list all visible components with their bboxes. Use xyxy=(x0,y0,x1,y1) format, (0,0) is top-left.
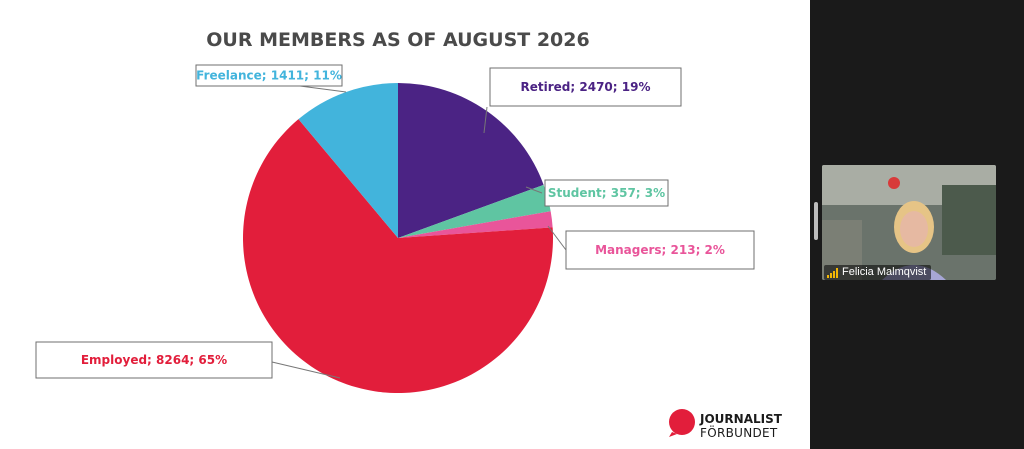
callout-leader-managers xyxy=(547,225,567,251)
logo-line-1: JOURNALIST xyxy=(700,412,782,426)
chart-title: OUR MEMBERS AS OF AUGUST 2026 xyxy=(206,29,589,51)
callout-box-student xyxy=(544,179,669,207)
data-label-freelance: Freelance; 1411; 11% xyxy=(196,69,342,83)
pie-slice-freelance xyxy=(298,83,398,238)
logo-wordmark: JOURNALIST FÖRBUNDET xyxy=(700,412,782,440)
participant-video-tile[interactable] xyxy=(822,165,996,280)
pie-chart: OUR MEMBERS AS OF AUGUST 2026 Retired; 2… xyxy=(35,29,755,393)
pie-slice-retired xyxy=(398,83,544,238)
presentation-slide: OUR MEMBERS AS OF AUGUST 2026 Retired; 2… xyxy=(0,0,810,449)
pie-slice-employed xyxy=(243,119,554,393)
participant-name: Felicia Malmqvist xyxy=(842,266,927,278)
callout-box-managers xyxy=(565,230,755,270)
callout-box-retired xyxy=(489,67,682,107)
callout-box-freelance xyxy=(195,64,343,87)
data-label-retired: Retired; 2470; 19% xyxy=(521,80,651,94)
participant-video-feed xyxy=(822,165,996,280)
journalistforbundet-logo-icon xyxy=(669,409,695,437)
participant-name-tag: Felicia Malmqvist xyxy=(824,265,932,280)
callout-leader-retired xyxy=(483,106,488,134)
sidebar-resize-handle[interactable] xyxy=(814,202,818,240)
callout-leader-student xyxy=(525,186,543,194)
callout-leader-employed xyxy=(271,361,341,379)
logo-line-2: FÖRBUNDET xyxy=(700,426,778,440)
signal-bars-icon xyxy=(827,267,838,278)
callout-leader-freelance xyxy=(299,85,347,93)
pie-slice-managers xyxy=(398,211,553,238)
data-label-student: Student; 357; 3% xyxy=(548,186,665,200)
data-label-employed: Employed; 8264; 65% xyxy=(81,353,227,367)
data-label-managers: Managers; 213; 2% xyxy=(595,243,725,257)
pie-slice-student xyxy=(398,184,551,238)
callout-box-employed xyxy=(35,341,273,379)
